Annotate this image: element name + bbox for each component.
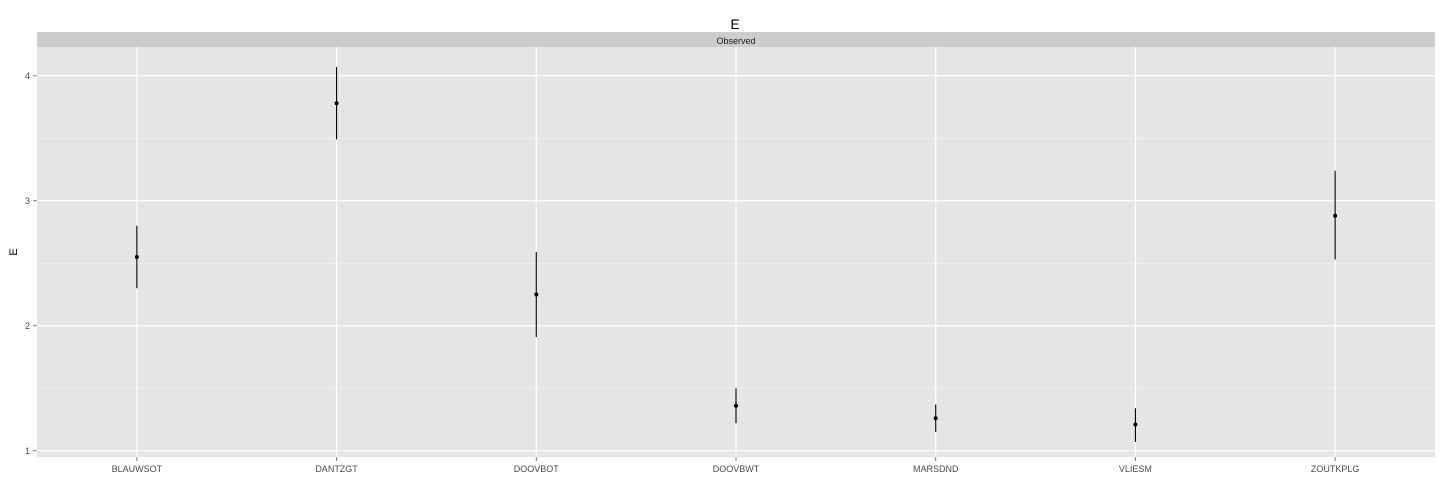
- data-point: [1133, 422, 1138, 427]
- data-marks: [134, 67, 1338, 442]
- y-axis: 1 2 3 4: [25, 71, 37, 456]
- x-tick-label: VLIESM: [1119, 464, 1152, 474]
- x-tick-label: DOOVBWT: [713, 464, 760, 474]
- facet-label: Observed: [716, 36, 755, 46]
- y-tick-label: 1: [25, 446, 30, 456]
- y-tick-label: 4: [25, 71, 30, 81]
- data-point: [933, 416, 938, 421]
- x-tick-label: ZOUTKPLG: [1311, 464, 1360, 474]
- data-point: [334, 101, 339, 106]
- y-axis-label: E: [8, 248, 20, 255]
- x-axis: BLAUWSOT DANTZGT DOOVBOT DOOVBWT MARSDND VLIE…: [112, 457, 1360, 474]
- data-point: [534, 292, 539, 297]
- x-tick-label: MARSDND: [913, 464, 959, 474]
- chart-title: E: [730, 16, 739, 32]
- x-tick-label: DOOVBOT: [514, 464, 560, 474]
- y-tick-label: 2: [25, 321, 30, 331]
- x-tick-label: BLAUWSOT: [112, 464, 163, 474]
- facet-strip: [37, 32, 1435, 47]
- x-tick-label: DANTZGT: [315, 464, 358, 474]
- y-tick-label: 3: [25, 196, 30, 206]
- data-point: [1333, 213, 1338, 218]
- data-point: [734, 403, 738, 408]
- data-point: [134, 255, 139, 259]
